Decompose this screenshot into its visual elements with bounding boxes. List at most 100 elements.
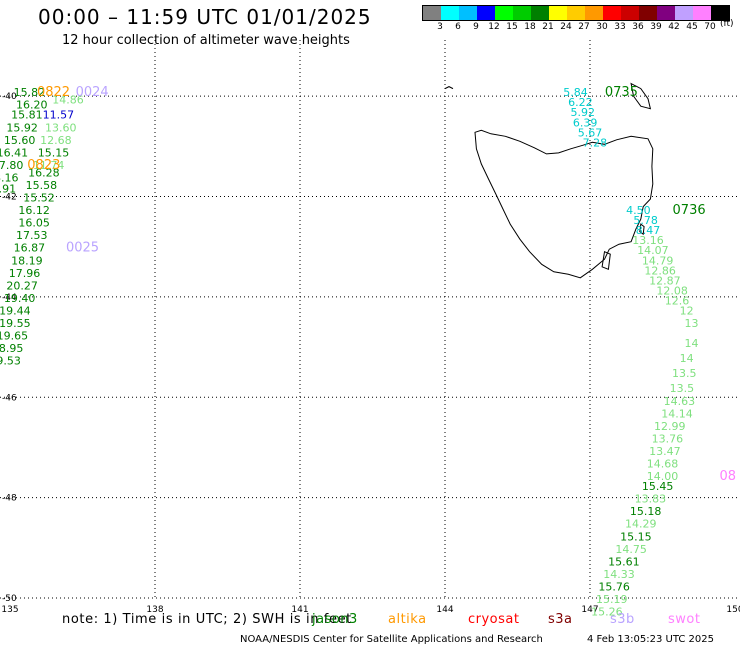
altimeter-tracks: 15.8216.2015.8115.9215.6016.4117.8018.16…	[0, 86, 699, 618]
swh-value-label: 20.27	[6, 279, 38, 292]
swh-value-label: 14	[685, 337, 699, 350]
lat-tick-label: -48	[2, 494, 17, 504]
swh-value-label: 12.86	[644, 264, 676, 277]
legend-swatch	[459, 6, 477, 20]
satellite-legend-altika: altika	[388, 612, 427, 627]
legend-tick-label: 39	[650, 22, 662, 32]
swh-value-label: 5.78	[633, 214, 658, 227]
legend-swatch	[513, 6, 531, 20]
pass-time-label: 0823	[27, 158, 60, 173]
swh-value-label: 5.92	[571, 106, 596, 119]
legend-tick-label: 33	[614, 22, 626, 32]
generated-time: 4 Feb 13:05:23 UTC 2025	[587, 634, 714, 645]
legend-swatch	[657, 6, 675, 20]
swh-value-label: 12.99	[654, 420, 686, 433]
lat-tick-label: -44	[2, 293, 17, 303]
lat-tick-label: -46	[2, 393, 17, 403]
page-subtitle: 12 hour collection of altimeter wave hei…	[62, 33, 350, 48]
satellite-legend-swot: swot	[668, 612, 701, 627]
bruny-island-outline	[601, 250, 611, 271]
swh-value-label: 15.15	[620, 530, 652, 543]
swh-value-label: 14.07	[637, 244, 669, 257]
swh-value-label: 19.44	[0, 304, 31, 317]
legend-tick-label: 15	[506, 22, 518, 32]
swh-value-label: 14.75	[615, 543, 647, 556]
lon-tick-label: 141	[291, 605, 308, 615]
swh-value-label: 12.6	[665, 294, 690, 307]
swh-value-label: 13.83	[635, 493, 667, 506]
swh-value-label: 5.67	[578, 126, 603, 139]
lon-tick-label: 135	[1, 605, 18, 615]
swh-value-label: 12	[680, 304, 694, 317]
king-island-fragment	[444, 86, 454, 90]
legend-ticks: 3 6 9 12 15 18 21 24 27 30 33 36 39 42 45 70	[422, 21, 730, 35]
legend-swatch	[639, 6, 657, 20]
swh-value-label: 16.05	[18, 217, 50, 230]
swh-value-label: 15.61	[608, 555, 640, 568]
swh-value-label: 14.68	[647, 458, 679, 471]
swh-value-label: 17.80	[0, 159, 23, 172]
swh-value-label: 15.81	[11, 109, 43, 122]
swh-value-label: 7.28	[583, 136, 608, 149]
maria-island-outline	[639, 223, 645, 236]
color-legend: 3 6 9 12 15 18 21 24 27 30 33 36 39 42 45 70 (ft)	[422, 5, 734, 35]
swh-value-label: 14.79	[642, 254, 674, 267]
swh-value-label: 15.52	[23, 192, 55, 205]
swh-value-label: 18.95	[0, 342, 23, 355]
swh-value-label: 15.58	[26, 179, 58, 192]
swh-value-label: 19.40	[4, 292, 36, 305]
legend-tick-label: 30	[596, 22, 608, 32]
swh-value-label: 16.41	[0, 146, 28, 159]
swh-value-label: 13	[685, 317, 699, 330]
swh-value-label: 13.60	[45, 121, 77, 134]
swh-value-label: 14.14	[661, 407, 693, 420]
legend-swatch	[423, 6, 441, 20]
lon-tick-label: 144	[436, 605, 453, 615]
pass-time-label: 0025	[66, 241, 99, 256]
legend-swatch	[621, 6, 639, 20]
page-title: 00:00 – 11:59 UTC 01/01/2025	[38, 5, 372, 29]
legend-tick-label: 42	[668, 22, 680, 32]
satellite-legend: jason3 altika cryosat s3a s3b swot	[0, 612, 740, 630]
swh-value-label: 13.47	[649, 445, 681, 458]
legend-swatch	[567, 6, 585, 20]
swh-value-label: 14.29	[625, 518, 657, 531]
legend-tick-label: 45	[686, 22, 698, 32]
satellite-legend-jason3: jason3	[312, 612, 358, 627]
map-axis-labels: 135 138 141 144 147 150 -40 -42 -44 -46 -48 -50	[1, 92, 740, 615]
legend-swatch	[531, 6, 549, 20]
swh-value-label: 13.76	[652, 432, 684, 445]
swh-value-label: 15.82	[14, 86, 46, 99]
swh-value-label: 16.87	[14, 242, 46, 255]
lon-tick-label: 138	[146, 605, 163, 615]
legend-swatch	[711, 6, 729, 20]
swh-value-label: 14.33	[603, 568, 635, 581]
satellite-legend-cryosat: cryosat	[468, 612, 520, 627]
swh-value-label: 6.39	[573, 116, 598, 129]
tasmania-coastline	[444, 82, 654, 279]
swh-value-label: 12.87	[649, 274, 681, 287]
swh-value-label: 6.22	[568, 96, 593, 109]
swh-value-label: 19.65	[0, 330, 28, 343]
legend-tick-label: 12	[488, 22, 500, 32]
legend-tick-label: 3	[437, 22, 443, 32]
flinders-island-outline	[630, 82, 652, 110]
tasmania-outline	[474, 129, 654, 279]
legend-tick-label: 24	[560, 22, 572, 32]
swh-value-label: 15.19	[596, 593, 628, 606]
legend-tick-label: 21	[542, 22, 554, 32]
swh-value-label: 19.53	[0, 355, 21, 368]
legend-swatch	[585, 6, 603, 20]
legend-tick-label: 70	[704, 22, 716, 32]
swh-value-label: 13.5	[672, 367, 697, 380]
legend-tick-label: 6	[455, 22, 461, 32]
footer-note: note: 1) Time is in UTC; 2) SWH is in fe…	[62, 612, 352, 627]
swh-value-label: 14	[680, 352, 694, 365]
swh-value-label: 15.76	[598, 580, 630, 593]
swh-value-label: 11.74	[33, 159, 65, 172]
swh-value-label: 17.91	[0, 183, 16, 196]
swh-value-label: 15.15	[38, 146, 70, 159]
pass-time-label: 0822	[37, 85, 70, 100]
swh-value-label: 13.5	[670, 382, 695, 395]
swh-value-label: 11.57	[43, 109, 75, 122]
